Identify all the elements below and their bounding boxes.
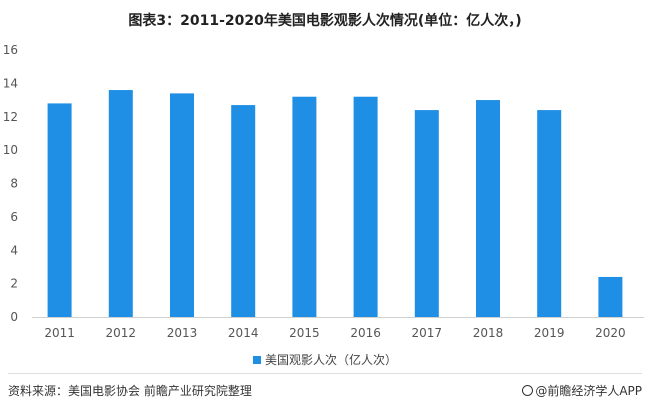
x-tick-label: 2014 — [228, 326, 259, 340]
x-tick-label: 2018 — [473, 326, 504, 340]
x-tick-label: 2013 — [167, 326, 198, 340]
y-tick-label: 0 — [10, 310, 18, 324]
legend-swatch — [252, 356, 261, 364]
chart-title: 图表3：2011-2020年美国电影观影人次情况(单位：亿人次，) — [128, 13, 522, 29]
bar-2012 — [108, 90, 133, 317]
x-tick-label: 2012 — [106, 326, 137, 340]
bar-2017 — [414, 110, 439, 317]
y-tick-label: 4 — [10, 243, 18, 257]
brand-logo-icon — [522, 385, 534, 396]
legend: 美国观影人次（亿人次） — [0, 351, 650, 368]
x-tick-label: 2020 — [595, 326, 626, 340]
x-tick-label: 2011 — [44, 326, 75, 340]
footer-divider — [8, 373, 642, 374]
y-tick-label: 14 — [3, 76, 18, 90]
x-tick-label: 2019 — [534, 326, 565, 340]
brand-label: @前瞻经济学人APP — [535, 384, 642, 398]
y-tick-label: 12 — [3, 110, 18, 124]
bar-2019 — [537, 110, 562, 317]
bar-2016 — [353, 96, 378, 317]
bar-2018 — [476, 100, 500, 317]
bar-2020 — [598, 276, 623, 317]
source-note: 资料来源：美国电影协会 前瞻产业研究院整理 — [8, 384, 252, 398]
bar-2011 — [47, 103, 72, 318]
x-tick-label: 2017 — [412, 326, 443, 340]
legend-label: 美国观影人次（亿人次） — [264, 353, 397, 367]
y-tick-label: 6 — [10, 210, 18, 224]
bar-2014 — [231, 105, 256, 317]
bar-2013 — [170, 93, 194, 317]
y-tick-label: 2 — [10, 277, 18, 291]
brand-credit: @前瞻经济学人APP — [522, 382, 642, 399]
bar-2015 — [292, 96, 317, 317]
footer: 资料来源：美国电影协会 前瞻产业研究院整理 @前瞻经济学人APP — [8, 382, 642, 400]
x-tick-label: 2016 — [350, 326, 381, 340]
y-tick-label: 8 — [10, 177, 18, 191]
x-tick-label: 2015 — [289, 326, 320, 340]
bar-chart: 0 2 4 6 8 10 12 14 16 2011 2012 2013 2014 2015 2016 201… — [3, 43, 644, 340]
y-tick-label: 10 — [3, 143, 18, 157]
y-tick-label: 16 — [3, 43, 18, 57]
